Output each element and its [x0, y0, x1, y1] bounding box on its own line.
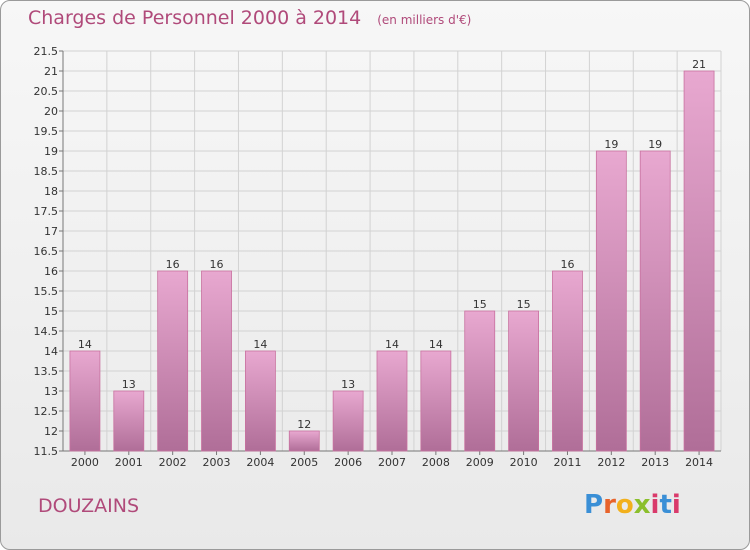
bar-2005 [288, 430, 320, 452]
bar-value-label: 14 [385, 338, 399, 351]
bar-value-label: 14 [78, 338, 92, 351]
y-tick-label: 19 [44, 145, 58, 158]
bar-value-label: 21 [692, 58, 706, 71]
y-tick-label: 20.5 [34, 85, 59, 98]
y-tick-label: 17 [44, 225, 58, 238]
bar-2014 [683, 70, 715, 452]
x-tick-label: 2009 [466, 456, 494, 469]
bar-2002 [157, 270, 189, 452]
x-tick-label: 2007 [378, 456, 406, 469]
y-tick-label: 15 [44, 305, 58, 318]
y-tick-labels: 11.5 12 12.5 13 13.5 14 14.5 15 15.5 16 16.5 17 17.5… [34, 45, 59, 458]
y-tick-label: 12 [44, 425, 58, 438]
bar-2013 [639, 150, 671, 452]
y-tick-label: 17.5 [34, 205, 59, 218]
y-tick-label: 12.5 [34, 405, 59, 418]
bar-value-label: 19 [648, 138, 662, 151]
y-tick-label: 14 [44, 345, 58, 358]
bar-value-label: 12 [297, 418, 311, 431]
proxiti-logo: Proxiti [584, 490, 681, 520]
y-tick-label: 16.5 [34, 245, 59, 258]
y-tick-label: 15.5 [34, 285, 59, 298]
x-tick-label: 2014 [685, 456, 713, 469]
y-tick-label: 13.5 [34, 365, 59, 378]
bar-value-label: 13 [341, 378, 355, 391]
x-tick-label: 2006 [334, 456, 362, 469]
bar-2010 [508, 310, 540, 452]
x-tick-label: 2013 [641, 456, 669, 469]
y-tick-label: 18.5 [34, 165, 59, 178]
bar-value-label: 13 [122, 378, 136, 391]
bar-value-label: 16 [210, 258, 224, 271]
commune-name: DOUZAINS [38, 495, 140, 517]
y-tick-label: 21.5 [34, 45, 59, 58]
bar-value-label: 19 [604, 138, 618, 151]
x-tick-label: 2010 [510, 456, 538, 469]
bar-2009 [464, 310, 496, 452]
x-tick-label: 2004 [246, 456, 274, 469]
bar-2004 [244, 350, 276, 452]
bar-value-label: 14 [429, 338, 443, 351]
bar-2007 [376, 350, 408, 452]
bar-value-label: 16 [560, 258, 574, 271]
y-tick-label: 19.5 [34, 125, 59, 138]
y-tick-label: 21 [44, 65, 58, 78]
chart-subtitle: (en milliers d'€) [377, 13, 472, 27]
x-tick-labels: 2000 2001 2002 2003 2004 2005 2006 2007 2008 2009… [71, 456, 713, 469]
bar-2011 [552, 270, 583, 452]
y-tick-label: 14.5 [34, 325, 59, 338]
x-tick-label: 2000 [71, 456, 99, 469]
x-tick-label: 2008 [422, 456, 450, 469]
x-tick-label: 2003 [203, 456, 231, 469]
bars: 14 13 16 16 14 12 13 14 14 15 15 16 19 19 21 [69, 58, 715, 452]
bar-2012 [595, 150, 627, 452]
bar-value-label: 15 [473, 298, 487, 311]
chart-title: Charges de Personnel 2000 à 2014 [28, 7, 362, 29]
y-tick-label: 13 [44, 385, 58, 398]
x-tick-label: 2002 [159, 456, 187, 469]
x-tick-label: 2001 [115, 456, 143, 469]
y-tick-label: 11.5 [34, 445, 59, 458]
y-tick-label: 18 [44, 185, 58, 198]
x-tick-label: 2012 [597, 456, 625, 469]
bar-value-label: 14 [253, 338, 267, 351]
bar-2003 [201, 270, 232, 452]
bar-2008 [420, 350, 452, 452]
x-tick-label: 2011 [553, 456, 581, 469]
y-tick-label: 20 [44, 105, 58, 118]
bar-value-label: 15 [517, 298, 531, 311]
bar-2001 [113, 390, 145, 452]
x-tick-label: 2005 [290, 456, 318, 469]
y-tick-label: 16 [44, 265, 58, 278]
bar-2006 [332, 390, 364, 452]
bar-2000 [69, 350, 101, 452]
title-row: Charges de Personnel 2000 à 2014 (en mill… [28, 7, 471, 29]
bar-value-label: 16 [166, 258, 180, 271]
